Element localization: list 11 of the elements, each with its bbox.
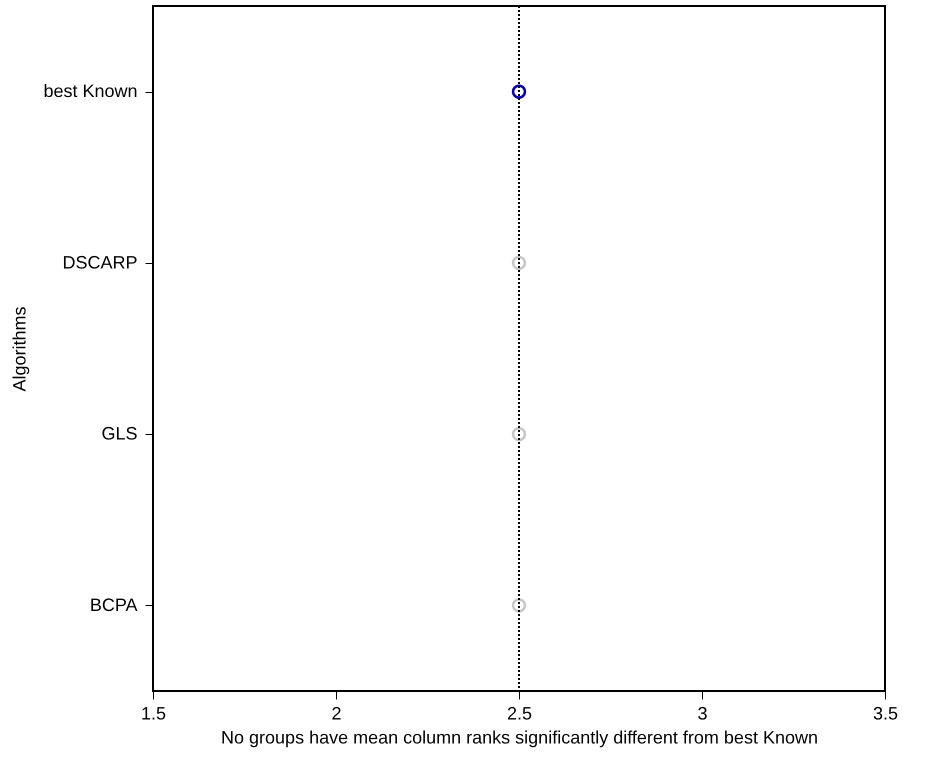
x-tick-label: 1.5: [140, 704, 166, 724]
x-tick-label: 2: [331, 704, 342, 724]
y-tick-label: DSCARP: [62, 252, 138, 272]
y-tick-label: BCPA: [90, 594, 138, 615]
y-tick-label: best Known: [43, 81, 138, 102]
y-axis-title: Algorithms: [9, 306, 30, 392]
y-tick-label: GLS: [101, 424, 138, 444]
x-axis-title: No groups have mean column ranks significantly different from best Known: [221, 728, 818, 748]
x-tick-label: 3: [697, 704, 708, 724]
x-tick-label: 3.5: [872, 704, 898, 724]
x-tick-label: 2.5: [506, 704, 532, 724]
